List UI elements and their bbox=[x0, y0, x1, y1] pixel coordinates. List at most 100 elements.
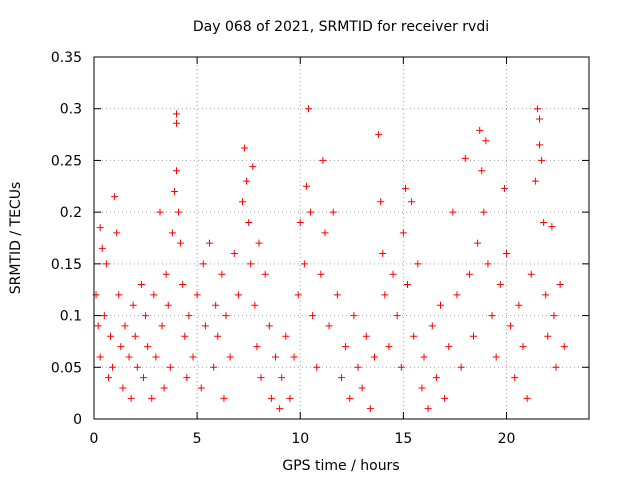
data-point bbox=[166, 363, 174, 371]
data-point bbox=[492, 353, 500, 361]
data-point bbox=[179, 281, 187, 289]
data-point bbox=[362, 332, 370, 340]
data-point bbox=[309, 312, 317, 320]
data-point bbox=[212, 301, 220, 309]
data-point bbox=[536, 115, 543, 123]
x-tick-label: 20 bbox=[498, 431, 516, 447]
data-point bbox=[117, 343, 125, 351]
data-point bbox=[317, 270, 325, 278]
data-point bbox=[173, 167, 180, 175]
data-point bbox=[300, 260, 308, 268]
data-point bbox=[272, 353, 279, 361]
data-point bbox=[278, 374, 286, 382]
data-point bbox=[496, 281, 504, 289]
data-point bbox=[115, 291, 123, 299]
data-point bbox=[408, 198, 416, 206]
y-tick-label: 0.2 bbox=[60, 205, 82, 221]
data-point bbox=[519, 343, 527, 351]
data-point bbox=[251, 301, 259, 309]
x-axis-label: GPS time / hours bbox=[282, 458, 399, 474]
y-tick-label: 0.15 bbox=[51, 257, 82, 273]
data-point bbox=[511, 374, 519, 382]
data-point bbox=[333, 291, 341, 299]
data-point bbox=[488, 312, 496, 320]
data-point bbox=[158, 322, 166, 330]
x-tick-labels: 0 5 10 15 20 bbox=[90, 431, 516, 447]
data-point bbox=[536, 141, 543, 149]
data-point bbox=[379, 250, 387, 258]
data-point bbox=[465, 270, 473, 278]
data-point bbox=[503, 250, 510, 258]
plot-frame bbox=[93, 56, 590, 420]
data-point bbox=[185, 312, 193, 320]
y-tick-label: 0.35 bbox=[51, 50, 82, 66]
data-point bbox=[538, 156, 546, 164]
data-point bbox=[428, 322, 436, 330]
data-point bbox=[156, 208, 164, 216]
data-point bbox=[342, 343, 350, 351]
data-point bbox=[441, 394, 449, 402]
x-tick-label: 5 bbox=[193, 431, 202, 447]
data-point bbox=[201, 322, 209, 330]
data-point bbox=[222, 312, 230, 320]
data-point bbox=[385, 343, 393, 351]
data-point bbox=[230, 250, 238, 258]
data-point bbox=[210, 363, 218, 371]
data-point bbox=[381, 291, 389, 299]
data-point bbox=[313, 363, 321, 371]
data-point bbox=[437, 301, 444, 309]
data-point bbox=[560, 343, 568, 351]
data-point bbox=[234, 291, 242, 299]
data-point bbox=[556, 281, 564, 289]
data-point bbox=[397, 363, 405, 371]
data-points bbox=[92, 105, 568, 413]
data-point bbox=[160, 384, 168, 392]
data-point bbox=[540, 218, 548, 226]
data-point bbox=[245, 218, 253, 226]
data-point bbox=[478, 167, 486, 175]
data-point bbox=[319, 156, 327, 164]
data-point bbox=[102, 260, 110, 268]
data-point bbox=[294, 291, 302, 299]
data-point bbox=[484, 260, 492, 268]
data-point bbox=[137, 281, 145, 289]
data-point bbox=[255, 239, 263, 247]
data-point bbox=[548, 223, 556, 231]
data-point bbox=[125, 353, 133, 361]
data-point bbox=[170, 187, 178, 195]
data-point bbox=[94, 322, 102, 330]
data-point bbox=[325, 322, 333, 330]
data-point bbox=[177, 239, 185, 247]
data-point bbox=[100, 312, 108, 320]
data-point bbox=[173, 119, 180, 127]
data-point bbox=[164, 301, 172, 309]
data-point bbox=[461, 154, 469, 162]
data-point bbox=[257, 374, 265, 382]
data-point bbox=[199, 260, 207, 268]
data-point bbox=[414, 260, 422, 268]
data-point bbox=[218, 270, 226, 278]
data-point bbox=[449, 208, 457, 216]
data-point bbox=[189, 353, 197, 361]
data-point bbox=[96, 224, 104, 232]
data-point bbox=[305, 105, 312, 113]
data-point bbox=[480, 208, 488, 216]
data-point bbox=[470, 332, 477, 340]
data-point bbox=[197, 384, 205, 392]
data-point bbox=[404, 281, 411, 289]
data-point bbox=[457, 363, 465, 371]
data-point bbox=[286, 394, 294, 402]
data-point bbox=[142, 312, 150, 320]
data-point bbox=[150, 291, 158, 299]
data-point bbox=[241, 144, 249, 152]
data-point bbox=[296, 218, 304, 226]
data-point bbox=[527, 270, 535, 278]
axis-ticks bbox=[93, 56, 589, 420]
y-tick-label: 0.05 bbox=[51, 360, 82, 376]
data-point bbox=[133, 363, 141, 371]
data-point bbox=[531, 177, 539, 185]
data-point bbox=[226, 353, 234, 361]
data-point bbox=[152, 353, 160, 361]
data-point bbox=[389, 270, 397, 278]
